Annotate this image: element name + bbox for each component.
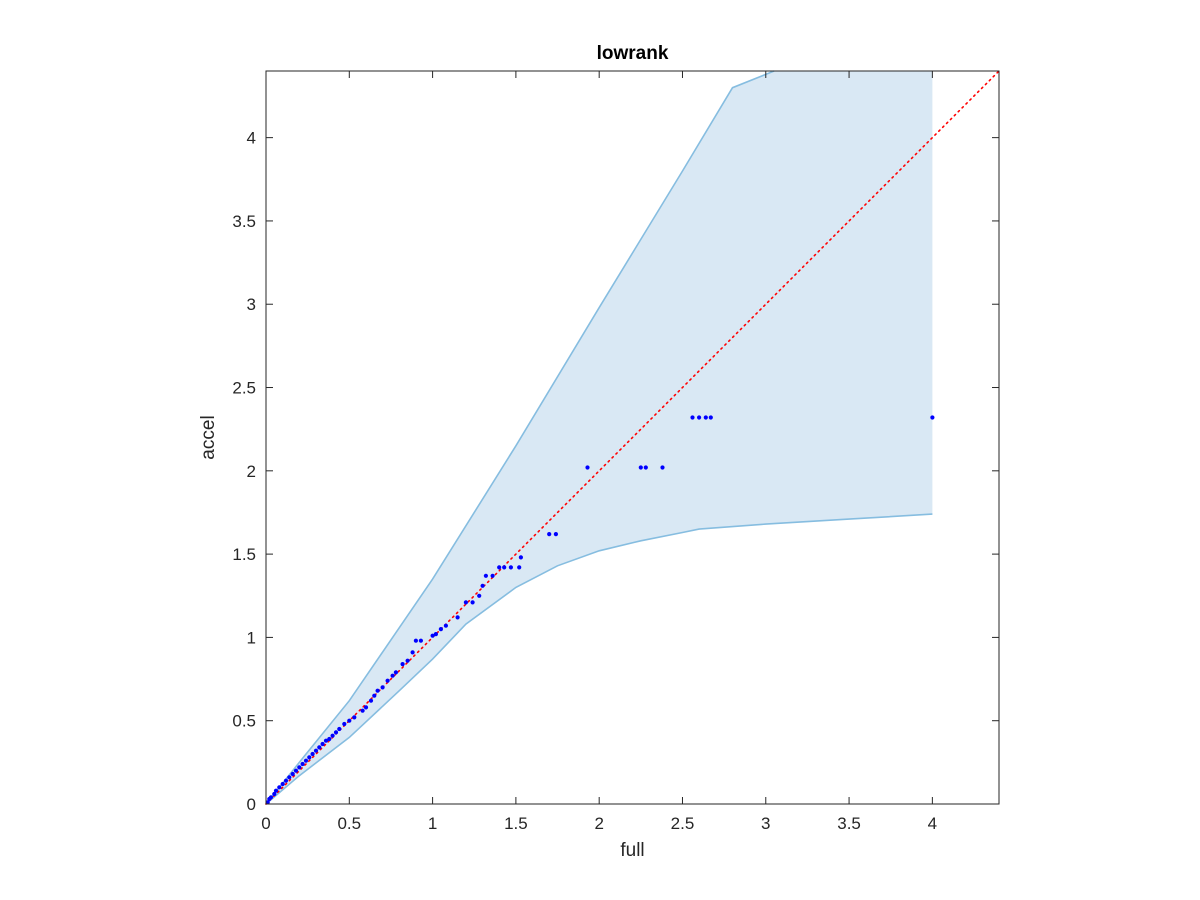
data-point <box>393 670 398 675</box>
data-point <box>303 758 309 763</box>
data-point <box>418 638 423 643</box>
data-point <box>660 465 665 470</box>
data-point <box>708 415 713 420</box>
data-point <box>352 715 357 720</box>
data-point <box>333 730 339 735</box>
data-point <box>553 532 559 537</box>
data-point <box>477 593 482 598</box>
data-point <box>268 795 274 800</box>
data-point <box>405 658 410 663</box>
data-point <box>455 615 460 620</box>
data-point <box>283 778 289 783</box>
x-tick-label: 1.5 <box>504 814 528 833</box>
data-point <box>638 465 643 470</box>
data-point <box>690 415 695 420</box>
y-tick-label: 1.5 <box>232 545 256 564</box>
y-axis-label: accel <box>198 415 219 459</box>
y-tick-label: 0 <box>247 795 256 814</box>
data-point <box>585 465 590 470</box>
data-point <box>433 632 438 637</box>
data-point <box>368 698 374 703</box>
data-point <box>470 600 475 605</box>
y-tick-label: 1 <box>247 628 256 647</box>
data-point <box>390 673 395 678</box>
data-point <box>517 565 522 570</box>
x-tick-label: 3.5 <box>837 814 861 833</box>
data-point <box>413 638 418 643</box>
x-tick-label: 0 <box>261 814 270 833</box>
x-tick-label: 2 <box>594 814 603 833</box>
data-point <box>483 573 488 578</box>
data-point <box>287 775 292 780</box>
band-lower-edge <box>265 513 933 805</box>
x-tick-label: 0.5 <box>337 814 361 833</box>
tick-marks <box>265 71 999 805</box>
data-point <box>385 678 390 683</box>
data-point <box>697 415 702 420</box>
data-point <box>360 708 365 713</box>
data-point <box>293 768 299 773</box>
x-tick-labels: 0 0.5 1 1.5 2 2.5 3 3.5 4 <box>261 814 937 833</box>
data-point <box>277 785 282 790</box>
data-point <box>930 415 935 420</box>
data-point <box>703 415 708 420</box>
data-point <box>438 627 443 632</box>
y-tick-label: 2.5 <box>232 379 256 398</box>
data-point <box>330 733 335 738</box>
data-point <box>265 800 270 805</box>
y-tick-label: 0.5 <box>232 712 256 731</box>
data-point <box>310 751 315 757</box>
data-point <box>375 688 380 693</box>
axes-box <box>265 70 1000 805</box>
data-point <box>300 761 305 767</box>
confidence-band <box>265 70 933 805</box>
data-point <box>347 718 352 723</box>
data-point <box>518 555 524 560</box>
data-point <box>463 600 468 605</box>
data-point <box>400 662 405 667</box>
data-point <box>430 633 435 638</box>
data-point <box>327 736 332 742</box>
data-point <box>307 755 312 760</box>
chart-title: lowrank <box>597 43 669 64</box>
data-point <box>297 765 302 770</box>
data-points <box>265 415 935 805</box>
data-point <box>443 623 448 628</box>
x-tick-label: 2.5 <box>671 814 695 833</box>
data-point <box>410 650 415 655</box>
band-upper-edge <box>265 70 775 805</box>
data-point <box>363 705 369 710</box>
data-point <box>497 565 502 570</box>
data-point <box>342 721 347 727</box>
data-point <box>508 565 513 570</box>
band-fill <box>266 71 933 804</box>
data-point <box>272 791 277 797</box>
axes <box>265 70 1000 805</box>
data-point <box>290 771 295 777</box>
x-tick-label: 4 <box>928 814 937 833</box>
data-point <box>317 745 322 750</box>
y-tick-labels: 0 0.5 1 1.5 2 2.5 3 3.5 4 <box>232 129 256 814</box>
data-point <box>280 781 285 787</box>
data-point <box>490 573 495 578</box>
data-point <box>323 738 329 743</box>
data-point <box>380 685 385 690</box>
data-point <box>372 693 377 698</box>
x-axis-label: full <box>620 840 644 861</box>
data-point <box>480 583 485 588</box>
data-point <box>320 741 325 747</box>
x-tick-label: 1 <box>428 814 437 833</box>
data-point <box>643 465 648 470</box>
y-tick-label: 3 <box>247 295 256 314</box>
data-point <box>273 788 279 793</box>
data-point <box>547 532 552 537</box>
data-point <box>313 748 319 753</box>
x-tick-label: 3 <box>761 814 770 833</box>
y-tick-label: 4 <box>247 129 256 148</box>
y-tick-label: 2 <box>247 462 256 481</box>
data-point <box>337 726 342 732</box>
data-point <box>502 565 507 570</box>
y-tick-label: 3.5 <box>232 212 256 231</box>
